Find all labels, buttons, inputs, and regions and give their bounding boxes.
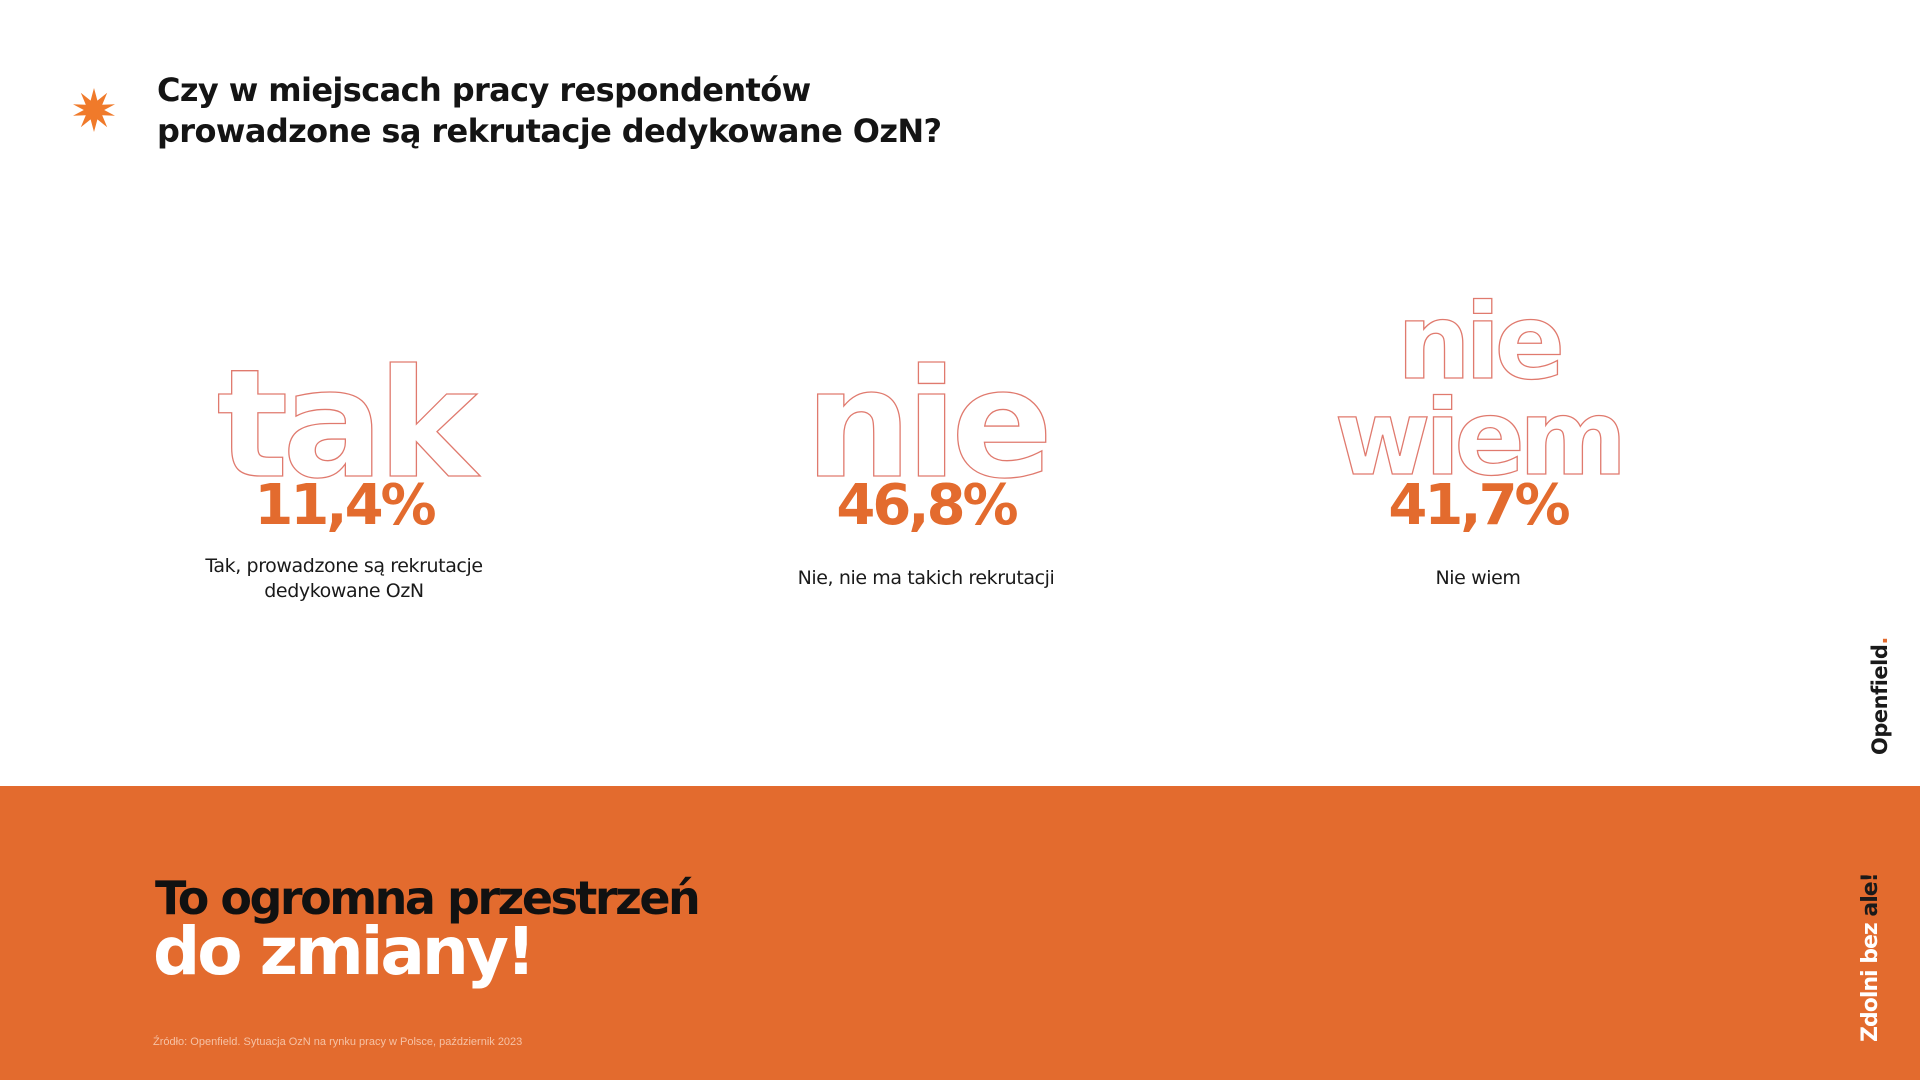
openfield-logo: Openfield. bbox=[1868, 637, 1892, 755]
stat-outline-word: nie bbox=[804, 338, 1053, 512]
stat-outline-word: tak bbox=[216, 338, 478, 512]
zdolni-logo-accent: ale! bbox=[1858, 873, 1883, 917]
stat-caption: Tak, prowadzone są rekrutacje dedykowane… bbox=[144, 554, 544, 604]
stat-value: 11,4% bbox=[254, 473, 436, 538]
title-line-2: prowadzone są rekrutacje dedykowane OzN? bbox=[157, 112, 942, 150]
openfield-logo-text: Openfield bbox=[1868, 644, 1892, 755]
stat-tak: tak 11,4% Tak, prowadzone są rekrutacje … bbox=[104, 330, 584, 630]
title-line-1: Czy w miejscach pracy respondentów bbox=[157, 71, 811, 109]
stat-caption-line: Nie, nie ma takich rekrutacji bbox=[797, 567, 1055, 589]
stat-caption: Nie, nie ma takich rekrutacji bbox=[726, 566, 1126, 591]
zdolni-bez-ale-logo: Zdolni bez ale! bbox=[1858, 873, 1883, 1042]
footer-band bbox=[0, 786, 1920, 1080]
source-note: Źródło: Openfield. Sytuacja OzN na rynku… bbox=[153, 1036, 523, 1048]
stat-caption-line: Nie wiem bbox=[1435, 567, 1521, 589]
stat-caption: Nie wiem bbox=[1278, 566, 1678, 591]
stat-nie-wiem: nie wiem 41,7% Nie wiem bbox=[1238, 281, 1718, 630]
footer-headline-line-2: do zmiany! bbox=[153, 913, 536, 990]
stat-nie: nie 46,8% Nie, nie ma takich rekrutacji bbox=[686, 330, 1166, 630]
star-burst-icon bbox=[73, 88, 115, 132]
footer-headline-line-1: To ogromna przestrzeń bbox=[155, 871, 701, 925]
stat-caption-line: Tak, prowadzone są rekrutacje bbox=[205, 555, 483, 577]
stat-value: 46,8% bbox=[836, 473, 1018, 538]
page-title: Czy w miejscach pracy respondentów prowa… bbox=[157, 70, 1057, 152]
stat-outline-word: wiem bbox=[1334, 377, 1628, 499]
stat-outline-word: nie bbox=[1396, 281, 1566, 403]
zdolni-logo-text: Zdolni bez bbox=[1858, 916, 1883, 1042]
stat-caption-line: dedykowane OzN bbox=[264, 580, 424, 602]
stat-value: 41,7% bbox=[1388, 473, 1570, 538]
openfield-logo-dot: . bbox=[1868, 637, 1892, 645]
